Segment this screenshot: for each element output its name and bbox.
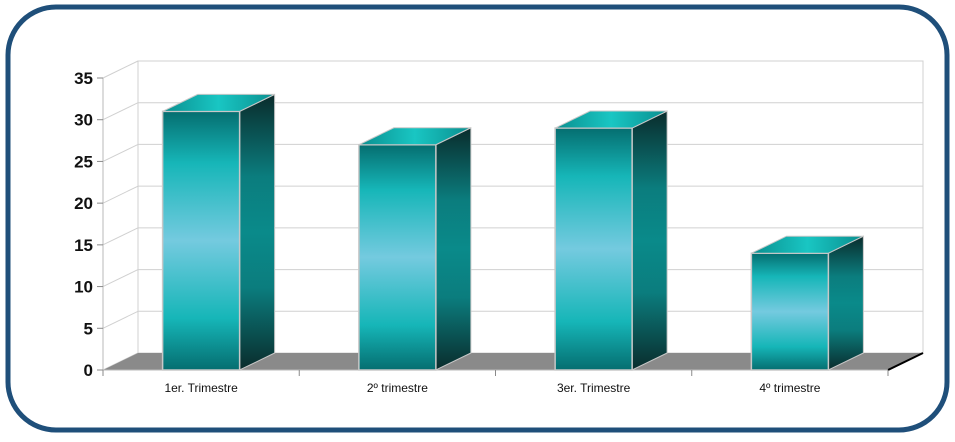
bar-front [554,127,633,371]
x-category-label: 3er. Trimestre [557,381,631,395]
gridline-side [102,227,139,246]
x-category-label: 1er. Trimestre [164,381,238,395]
x-category-label: 4º trimestre [759,381,820,395]
bar-4 [750,235,864,371]
floor-edge [887,352,924,371]
bar-2 [358,126,472,371]
y-tick-label: 10 [74,278,93,297]
bars [161,93,864,371]
bar-side [827,235,864,371]
bar-side [631,110,668,371]
bar-top [554,110,668,129]
bar-top [751,235,864,254]
bar-front [358,143,437,371]
x-axis-labels: 1er. Trimestre 2º trimestre 3er. Trimestre… [164,381,820,395]
bar-1 [161,93,276,371]
y-tick-label: 20 [74,194,93,213]
y-tick-label: 35 [74,69,93,88]
bar-front [750,252,830,371]
gridline-side [102,143,139,162]
bar-top [162,93,275,112]
bar-top [358,127,472,146]
y-tick-label: 0 [84,361,93,380]
floor [103,352,924,371]
gridline-side [102,310,139,329]
y-axis-ticks: 0 5 10 15 20 25 30 35 [74,69,103,380]
bar-front [161,110,241,371]
bar-side [435,126,472,371]
gridline-side [102,102,139,121]
gridline-side [102,269,139,288]
floor-panel [103,353,923,370]
bar-3 [554,110,668,371]
x-category-label: 2º trimestre [367,381,428,395]
gridline-side [102,185,139,204]
y-tick-label: 5 [84,319,93,338]
y-tick-label: 25 [74,152,93,171]
y-tick-label: 30 [74,111,93,130]
bar-side [239,93,276,371]
y-tick-label: 15 [74,236,93,255]
gridline-side [102,60,139,79]
